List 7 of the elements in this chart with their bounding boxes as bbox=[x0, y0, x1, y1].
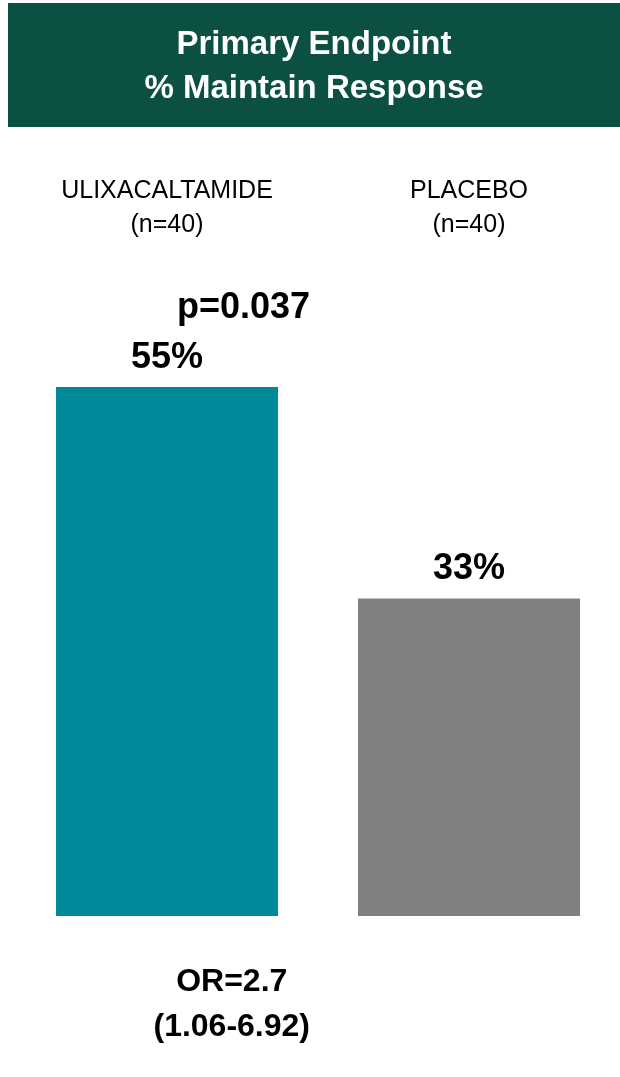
data-label: 55% bbox=[130, 334, 204, 376]
text: OR=2.7 (1.06-6.92) bbox=[153, 962, 310, 1044]
x-tick-label: PLACEBO (n=40) bbox=[409, 175, 529, 237]
data-label: 33% bbox=[432, 546, 506, 588]
text: p=0.037 bbox=[176, 284, 310, 326]
chart-title: Primary Endpoint % Maintain Response bbox=[144, 23, 484, 107]
x-tick-label: ULIXACALTAMIDE (n=40) bbox=[61, 175, 273, 237]
